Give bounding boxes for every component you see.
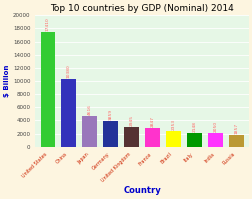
- Text: 17410: 17410: [46, 18, 50, 31]
- X-axis label: Country: Country: [123, 186, 160, 195]
- Bar: [82, 116, 97, 147]
- Text: 10380: 10380: [67, 64, 71, 78]
- Bar: [61, 79, 76, 147]
- Title: Top 10 countries by GDP (Nominal) 2014: Top 10 countries by GDP (Nominal) 2014: [50, 4, 233, 13]
- Bar: [186, 133, 201, 147]
- Bar: [145, 128, 159, 147]
- Bar: [40, 32, 55, 147]
- Bar: [228, 135, 243, 147]
- Text: 2353: 2353: [171, 119, 175, 130]
- Bar: [124, 127, 138, 147]
- Text: 1857: 1857: [233, 122, 237, 134]
- Text: 4616: 4616: [87, 104, 91, 115]
- Y-axis label: $ Billion: $ Billion: [4, 65, 10, 97]
- Text: 2847: 2847: [150, 116, 154, 127]
- Bar: [166, 131, 180, 147]
- Text: 2050: 2050: [212, 121, 216, 132]
- Text: 2148: 2148: [192, 121, 196, 132]
- Text: 3859: 3859: [108, 109, 112, 120]
- Bar: [207, 133, 222, 147]
- Text: 2945: 2945: [129, 115, 133, 126]
- Bar: [103, 121, 117, 147]
